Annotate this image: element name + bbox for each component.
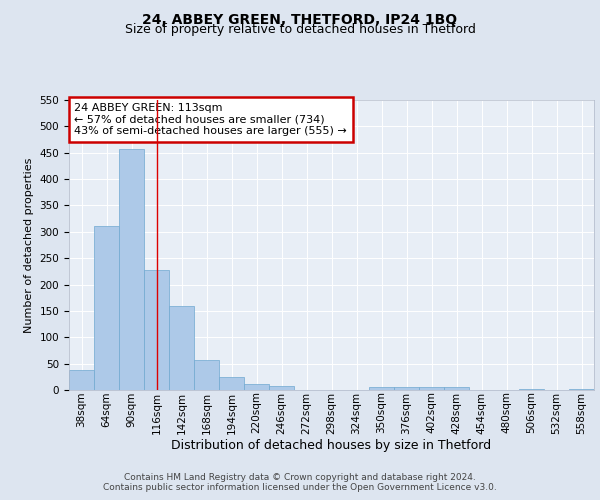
Bar [194, 360, 219, 390]
Bar [394, 388, 419, 390]
Bar [519, 389, 544, 390]
Bar [169, 306, 194, 390]
Bar [69, 370, 94, 390]
Text: Size of property relative to detached houses in Thetford: Size of property relative to detached ho… [125, 24, 475, 36]
X-axis label: Distribution of detached houses by size in Thetford: Distribution of detached houses by size … [172, 439, 491, 452]
Bar [269, 386, 294, 390]
Bar [144, 270, 169, 390]
Text: 24 ABBEY GREEN: 113sqm
← 57% of detached houses are smaller (734)
43% of semi-de: 24 ABBEY GREEN: 113sqm ← 57% of detached… [74, 103, 347, 136]
Y-axis label: Number of detached properties: Number of detached properties [24, 158, 34, 332]
Bar [119, 148, 144, 390]
Text: 24, ABBEY GREEN, THETFORD, IP24 1BQ: 24, ABBEY GREEN, THETFORD, IP24 1BQ [142, 12, 458, 26]
Bar [369, 388, 394, 390]
Text: Contains HM Land Registry data © Crown copyright and database right 2024.: Contains HM Land Registry data © Crown c… [124, 472, 476, 482]
Bar [244, 384, 269, 390]
Bar [94, 226, 119, 390]
Bar [219, 377, 244, 390]
Bar [444, 388, 469, 390]
Bar [419, 388, 444, 390]
Text: Contains public sector information licensed under the Open Government Licence v3: Contains public sector information licen… [103, 484, 497, 492]
